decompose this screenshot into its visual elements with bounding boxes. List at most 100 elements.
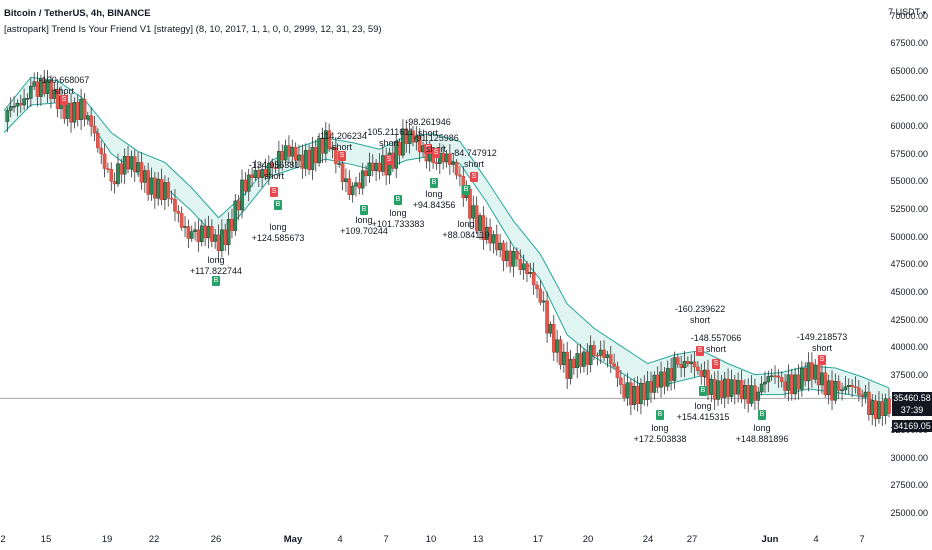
trade-pnl: +117.822744 (189, 266, 243, 276)
short-signal-marker[interactable]: S (424, 144, 432, 154)
candle-body (803, 367, 807, 382)
candle-body (89, 115, 93, 127)
short-signal-marker[interactable]: S (696, 346, 704, 356)
candle-body (655, 374, 660, 388)
candle-body (136, 162, 140, 172)
candle-body (836, 381, 841, 391)
candle-body (233, 200, 238, 231)
long-signal-marker[interactable]: B (274, 200, 282, 210)
symbol-title: Bitcoin / TetherUS, 4h, BINANCE (4, 8, 151, 19)
candle-body (381, 155, 385, 172)
candle-body (166, 182, 171, 199)
short-signal-marker[interactable]: S (338, 151, 346, 161)
time-tick-label: 10 (425, 534, 437, 545)
candle-body (629, 382, 633, 405)
candle-body (364, 170, 368, 176)
short-signal-marker[interactable]: S (432, 148, 440, 158)
candle-body (132, 156, 137, 172)
short-signal-marker[interactable]: S (270, 187, 278, 197)
indicator-legend[interactable]: [astropark] Trend Is Your Friend V1 [str… (4, 24, 382, 35)
candle-body (622, 384, 626, 398)
candle-body (575, 353, 580, 369)
candle-body (146, 170, 150, 195)
candle-body (568, 358, 573, 379)
candle-body (99, 147, 104, 155)
long-signal-marker[interactable]: B (699, 386, 707, 396)
trade-pnl: +124.585673 (251, 233, 305, 243)
trade-side: long (694, 401, 712, 411)
candle-body (652, 374, 657, 393)
candle-body (732, 379, 737, 395)
candle-body (582, 351, 586, 367)
candle-body (206, 226, 211, 239)
long-signal-marker[interactable]: B (462, 185, 470, 195)
trend-band-upper (3, 76, 890, 389)
candle-body (25, 98, 30, 100)
candle-body (525, 263, 529, 274)
candle-body (129, 156, 134, 170)
candle-body (783, 381, 787, 391)
candle-body (173, 199, 177, 212)
price-tick-label: 47500.00 (890, 259, 928, 270)
trade-pnl: +154.415315 (676, 412, 730, 422)
trade-label: -100.668067 short (39, 75, 90, 97)
trade-pnl: +94.84356 (412, 200, 456, 210)
candle-body (340, 163, 345, 183)
long-signal-marker[interactable]: B (758, 410, 766, 420)
candle-body (169, 198, 174, 200)
candle-body (82, 98, 87, 120)
trade-pnl: +101.733383 (371, 219, 425, 229)
long-signal-marker[interactable]: B (656, 410, 664, 420)
candle-body (8, 106, 13, 111)
candle-body (163, 182, 167, 200)
trade-pnl: -98.261946 (405, 117, 451, 127)
candle-body (602, 349, 606, 358)
candle-body (562, 351, 566, 365)
long-signal-marker[interactable]: B (360, 205, 368, 215)
short-signal-marker[interactable]: S (818, 355, 826, 365)
candle-body (877, 401, 881, 419)
candle-body (303, 150, 308, 169)
candle-body (156, 178, 161, 199)
trade-label: long +154.415315 (677, 401, 730, 423)
candle-body (515, 251, 519, 260)
candle-body (119, 163, 124, 175)
price-tick-label: 40000.00 (890, 342, 928, 353)
candle-body (374, 162, 378, 171)
long-signal-marker[interactable]: B (394, 195, 402, 205)
candle-body (830, 380, 834, 401)
candle-body (820, 372, 824, 386)
price-tick-label: 27500.00 (890, 480, 928, 491)
candle-body (337, 163, 342, 165)
trade-side: long (355, 215, 373, 225)
long-signal-marker[interactable]: B (212, 276, 220, 286)
candle-body (789, 374, 794, 395)
candle-body (122, 156, 127, 175)
trade-pnl: -91.125986 (413, 133, 459, 143)
long-signal-marker[interactable]: B (430, 178, 438, 188)
candle-body (243, 179, 248, 192)
candle-body (702, 369, 707, 377)
price-tick-label: 60000.00 (890, 121, 928, 132)
candle-body (709, 379, 714, 395)
price-tick-label: 25000.00 (890, 507, 928, 518)
candle-body (142, 170, 147, 183)
short-signal-marker[interactable]: S (385, 155, 393, 165)
trade-label: long +117.822744 (190, 255, 242, 277)
trade-side: long (457, 219, 475, 229)
short-signal-marker[interactable]: S (712, 359, 720, 369)
candle-body (86, 115, 90, 120)
candle-body (588, 345, 593, 365)
trade-label: -84.747912 short (451, 148, 497, 170)
candle-body (682, 360, 687, 368)
candle-body (769, 375, 774, 377)
short-signal-marker[interactable]: S (470, 172, 478, 182)
candle-body (756, 391, 761, 401)
candle-body (176, 210, 181, 214)
candle-body (179, 213, 184, 228)
short-signal-marker[interactable]: S (60, 95, 68, 105)
candle-body (578, 353, 583, 367)
time-tick-label: 20 (582, 534, 594, 545)
currency-label[interactable]: 7 USDT ▾ (888, 7, 926, 17)
